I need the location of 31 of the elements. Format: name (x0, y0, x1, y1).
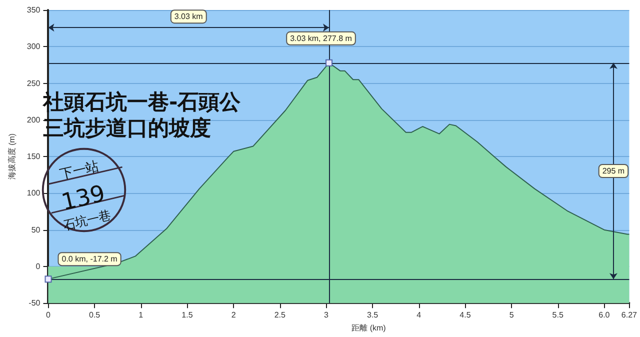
x-tick-label: 3.5 (366, 310, 379, 320)
y-tick-label: 200 (26, 115, 41, 124)
x-tick-label: 4.5 (460, 310, 472, 320)
annotation: 0.0 km, -17.2 m (62, 254, 118, 264)
y-tick-label: 50 (31, 225, 41, 234)
x-tick-label: 2 (231, 310, 236, 320)
x-tick-label: 3 (324, 310, 329, 320)
x-tick-label: 0.5 (89, 310, 101, 320)
x-tick-label: 2.5 (274, 310, 286, 320)
y-tick-label: 100 (26, 188, 41, 198)
x-axis-title: 距離 (km) (352, 324, 386, 332)
y-axis-title: 海拔高度 (m) (8, 133, 16, 180)
annotation: 3.03 km, 277.8 m (290, 34, 352, 43)
x-tick-label: 6.0 (598, 310, 610, 320)
x-tick-label: 6.27 (621, 310, 638, 320)
x-tick-label: 5.5 (552, 310, 564, 320)
x-tick-label: 0 (46, 310, 52, 320)
annotation: 3.03 km (174, 12, 204, 22)
annotation: 下一站 (58, 160, 100, 183)
y-tick-label: 350 (26, 6, 41, 14)
y-tick-label: 300 (26, 42, 41, 52)
round-stamp: 下一站 139 石坑一巷 (40, 146, 128, 234)
x-tick-label: 1 (138, 310, 144, 320)
x-tick-label: 5 (509, 310, 514, 320)
annotation: 295 m (602, 166, 625, 176)
x-tick-label: 4 (416, 310, 422, 320)
y-tick-label: 150 (26, 152, 41, 162)
y-tick-label: 0 (36, 262, 41, 271)
x-tick-label: 1.5 (182, 310, 194, 320)
y-tick-label: -50 (28, 298, 41, 308)
y-tick-label: 250 (26, 78, 41, 88)
